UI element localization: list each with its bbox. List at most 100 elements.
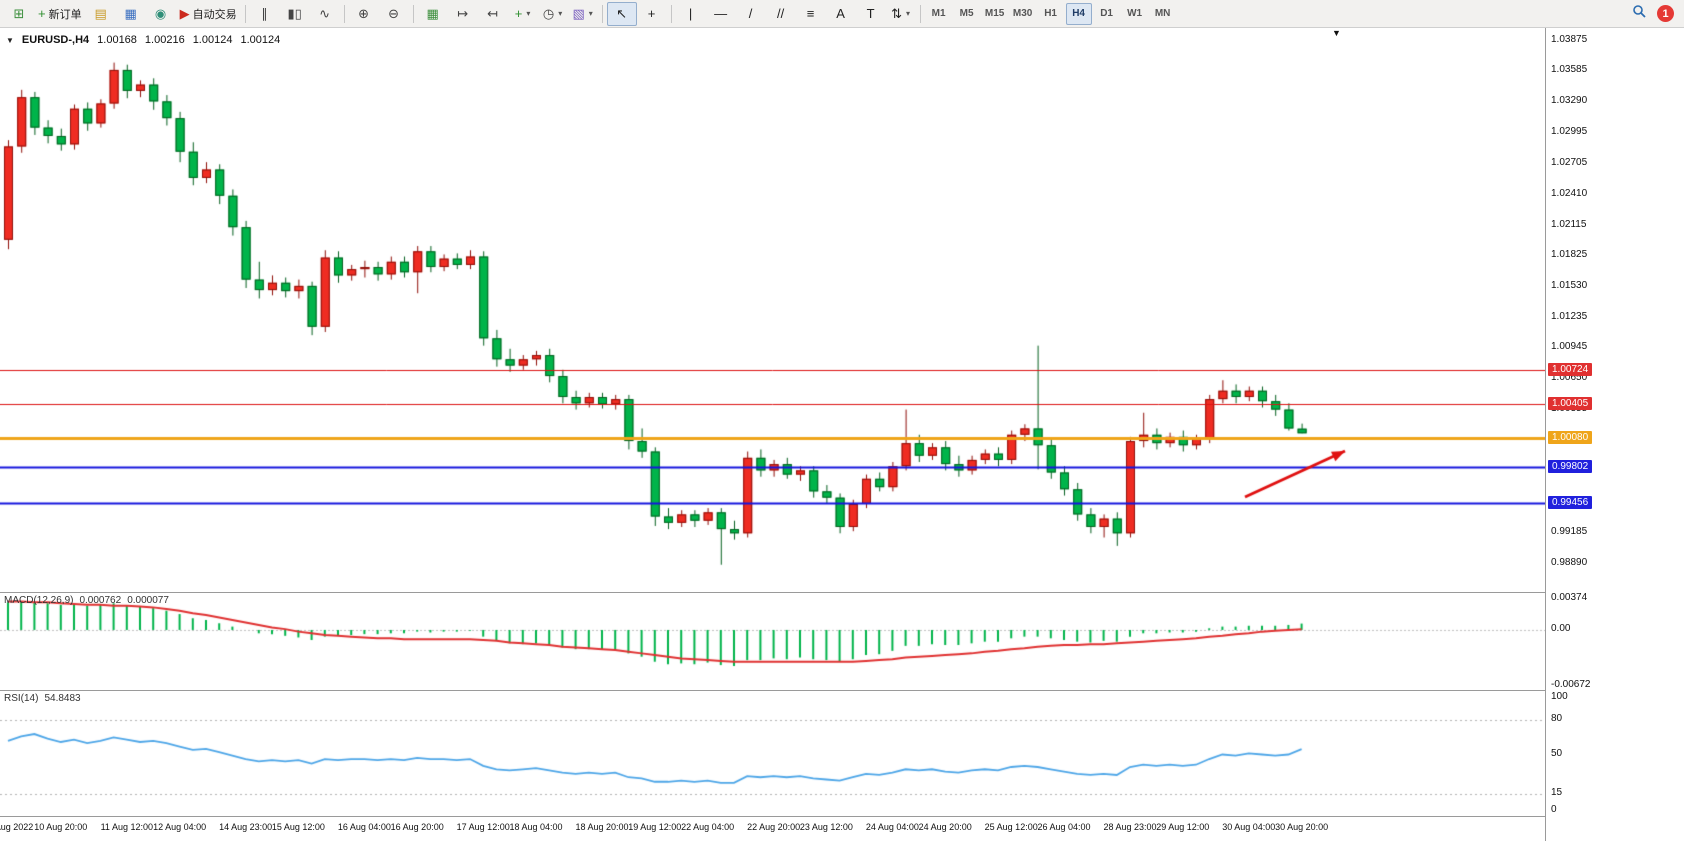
crosshair-button[interactable]: +: [637, 2, 667, 26]
toolbar-separator: [412, 4, 414, 23]
search-button[interactable]: [1623, 2, 1655, 26]
templates-button[interactable]: ▧ ▾: [568, 2, 598, 26]
price-axis-label: 1.01530: [1551, 279, 1588, 291]
crosshair-icon: +: [647, 6, 656, 21]
auto-scroll-button[interactable]: ↦: [448, 2, 478, 26]
rsi-axis-label: 0: [1551, 804, 1557, 816]
chart-shift-marker-icon[interactable]: ▼: [1332, 28, 1341, 38]
price-axis[interactable]: 1.03875 1.03585 1.03290 1.02995 1.02705 1.024…: [1545, 28, 1684, 841]
price-axis-label: 1.02410: [1551, 187, 1588, 199]
price-badge: 1.00405: [1548, 396, 1593, 410]
zoom-out-button[interactable]: ⊖: [379, 2, 409, 26]
notification-badge[interactable]: 1: [1657, 5, 1674, 22]
date-axis-label: 16 Aug 04:00: [337, 822, 391, 832]
date-axis-label: 24 Aug 20:00: [918, 822, 972, 832]
chevron-down-icon: ▾: [526, 9, 531, 18]
date-axis-label: 12 Aug 04:00: [153, 822, 207, 832]
trendline-button[interactable]: /: [736, 2, 766, 26]
ohlc-open: 1.00168: [97, 34, 137, 46]
price-axis-label: 0.99185: [1551, 525, 1588, 537]
data-window-button[interactable]: ▦: [116, 2, 146, 26]
autotrading-icon: ▶: [179, 6, 190, 21]
zoom-out-icon: ⊖: [388, 6, 400, 21]
chart-shift-button[interactable]: ↤: [478, 2, 508, 26]
autotrading-button[interactable]: ▶ 自动交易: [176, 2, 241, 26]
price-axis-label: 0.98890: [1551, 556, 1588, 568]
date-axis-label: 30 Aug 20:00: [1275, 822, 1329, 832]
new-chart-button[interactable]: ⊞: [4, 2, 34, 26]
cursor-button[interactable]: ↖: [606, 1, 637, 26]
rsi-canvas[interactable]: [0, 692, 1545, 817]
chevron-down-icon: ▾: [906, 9, 911, 18]
date-axis-label: 10 Aug 2022: [0, 822, 34, 832]
rsi-name: RSI(14): [4, 693, 39, 704]
price-badge: 0.99456: [1548, 496, 1593, 510]
toolbar-buttons: ⊞ + 新订单 ▤ ▦ ◉ ▶ 自动交易 ∥ ▮▯ ∿ ⊕ ⊖ ▦ ↦ ↤ + ▾ ◷ ▾ ▧ ▾ ↖ + | — ///≡ A T ⇅ ▾…: [4, 0, 1177, 27]
date-axis-label: 15 Aug 12:00: [271, 822, 325, 832]
ohlc-low: 1.00124: [192, 34, 233, 46]
macd-signal-value: 0.000077: [127, 595, 169, 606]
timeframe-M30[interactable]: M30: [1012, 8, 1033, 19]
bar-chart-icon: ∥: [261, 6, 268, 21]
navigator-icon: ◉: [154, 6, 167, 21]
channel-button[interactable]: //: [766, 2, 796, 26]
toolbar-separator: [601, 4, 603, 23]
fibonacci-button[interactable]: ≡: [796, 2, 826, 26]
arrows-icon: ⇅: [891, 6, 903, 21]
vertical-line-button[interactable]: |: [676, 2, 706, 26]
autotrading-label: 自动交易: [192, 8, 237, 21]
timeframe-M1[interactable]: M1: [931, 8, 946, 19]
horizontal-line-button[interactable]: —: [706, 2, 736, 26]
rsi-axis-label: 15: [1551, 787, 1563, 799]
date-axis-label: 26 Aug 04:00: [1037, 822, 1091, 832]
arrows-button[interactable]: ⇅ ▾: [886, 2, 916, 26]
price-axis-label: 1.01235: [1551, 310, 1588, 322]
text-button[interactable]: A: [826, 2, 856, 26]
periods-icon: ◷: [542, 6, 555, 21]
date-axis-label: 18 Aug 20:00: [575, 822, 629, 832]
date-axis-label: 30 Aug 04:00: [1222, 822, 1276, 832]
price-axis-label: 1.02995: [1551, 126, 1588, 138]
text-label-button[interactable]: T: [856, 2, 886, 26]
text-label-icon: T: [866, 6, 875, 21]
text-icon: A: [836, 6, 845, 21]
fibonacci-icon: ≡: [806, 6, 815, 21]
macd-canvas[interactable]: [0, 594, 1545, 691]
main-chart-canvas[interactable]: [0, 28, 1545, 592]
macd-axis-label: 0.00374: [1551, 591, 1588, 603]
timeframe-M5[interactable]: M5: [959, 8, 974, 19]
timeframe-M15[interactable]: M15: [984, 8, 1005, 19]
macd-axis-label: 0.00: [1551, 622, 1571, 634]
new-order-button[interactable]: + 新订单: [34, 2, 86, 26]
zoom-in-button[interactable]: ⊕: [349, 2, 379, 26]
data-window-icon: ▦: [124, 6, 137, 21]
candlestick-chart-button[interactable]: ▮▯: [280, 2, 310, 26]
timeframe-D1[interactable]: D1: [1100, 8, 1113, 19]
timeframe-W1[interactable]: W1: [1127, 8, 1143, 19]
one-click-trading-toggle[interactable]: ▼: [6, 35, 14, 45]
market-watch-button[interactable]: ▤: [86, 2, 116, 26]
rsi-indicator-pane: RSI(14) 54.8483: [0, 690, 1545, 817]
line-chart-button[interactable]: ∿: [310, 2, 340, 26]
price-axis-label: 1.00650: [1551, 372, 1588, 384]
chevron-down-icon: ▾: [588, 9, 593, 18]
date-axis-label: 17 Aug 12:00: [456, 822, 510, 832]
timeframe-H4[interactable]: H4: [1065, 2, 1092, 25]
toolbar-separator: [244, 4, 246, 23]
bar-chart-button[interactable]: ∥: [250, 2, 280, 26]
navigator-button[interactable]: ◉: [146, 2, 176, 26]
timeframe-MN[interactable]: MN: [1154, 8, 1171, 19]
rsi-axis-label: 50: [1551, 747, 1563, 759]
price-axis-label: 1.03585: [1551, 64, 1588, 76]
indicators-button[interactable]: + ▾: [508, 2, 538, 26]
toolbar-separator: [343, 4, 345, 23]
channel-icon: //: [776, 6, 785, 21]
toolbar: ⊞ + 新订单 ▤ ▦ ◉ ▶ 自动交易 ∥ ▮▯ ∿ ⊕ ⊖ ▦ ↦ ↤ + ▾ ◷ ▾ ▧ ▾ ↖ + | — ///≡ A T ⇅ ▾…: [0, 0, 1684, 28]
date-axis-label: 18 Aug 04:00: [509, 822, 563, 832]
timeframe-H1[interactable]: H1: [1044, 8, 1057, 19]
date-axis-label: 29 Aug 12:00: [1156, 822, 1210, 832]
templates-icon: ▧: [572, 6, 585, 21]
periods-button[interactable]: ◷ ▾: [538, 2, 568, 26]
tile-windows-button[interactable]: ▦: [418, 2, 448, 26]
